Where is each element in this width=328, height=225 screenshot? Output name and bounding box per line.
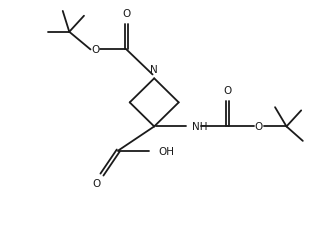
Text: OH: OH	[158, 146, 174, 156]
Text: N: N	[150, 65, 158, 74]
Text: O: O	[91, 45, 99, 55]
Text: O: O	[122, 9, 131, 19]
Text: O: O	[92, 178, 100, 188]
Text: NH: NH	[192, 122, 207, 132]
Text: O: O	[255, 122, 263, 132]
Text: O: O	[224, 86, 232, 96]
